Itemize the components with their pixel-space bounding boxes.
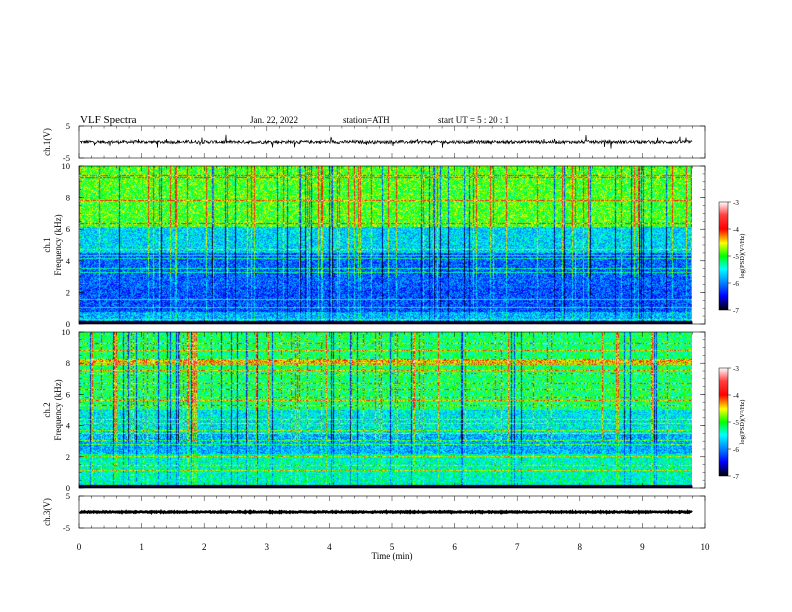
y-tick-label: 10 [62,327,71,337]
colorbar-tick-label: -3 [733,365,739,373]
x-tick-label: 10 [701,542,711,552]
colorbar-tick-label: -7 [733,473,739,481]
colorbar-tick-label: -6 [733,446,739,454]
x-tick-label: 8 [578,542,583,552]
date-label: Jan. 22, 2022 [250,115,298,125]
x-tick-label: 5 [390,542,395,552]
ch3-waveform-panel: 5 -5 ch.3(V) [42,491,706,533]
ch1-spectrogram-colorbar [718,201,729,311]
y-tick-label: 4 [66,256,71,266]
y-tick-label: 0 [66,483,70,493]
x-tick-label: 1 [139,542,144,552]
ch1-waveform-trace [79,134,693,149]
y-tick-label: 2 [66,452,70,462]
x-tick-label: 7 [515,542,520,552]
y-tick-label: 5 [66,491,70,501]
ch2-spectrogram-image [79,332,692,488]
colorbar-tick-label: -4 [733,226,739,234]
colorbar-tick-label: -6 [733,280,739,288]
y-tick-label: 8 [66,358,70,368]
start-time-label: start UT = 5 : 20 : 1 [438,115,509,125]
colorbar-tick-label: -3 [733,199,739,207]
ch1-spectrogram-image [79,166,692,324]
y-tick-label: 6 [66,224,70,234]
y-tick-label: 6 [66,389,70,399]
y-axis-label: ch.3(V) [42,498,52,526]
y-tick-label: 0 [66,319,70,329]
ch3-waveform-trace [78,508,693,516]
y-tick-label: 10 [62,161,71,171]
ch2-spectrogram-panel: -3 -4 -5 -6 -7 log(PSD)(V²/Hz) 0 2 4 6 8 10 ch.2 Freq… [42,327,746,493]
y-axis-label: Frequency (kHz) [53,379,63,440]
ch1-waveform-panel: 5 -5 ch.1(V) [42,121,706,163]
colorbar-tick-label: -4 [733,392,739,400]
colorbar-tick-label: -7 [733,307,739,315]
colorbar-label: log(PSD)(V²/Hz) [739,400,746,445]
colorbar-tick-label: -5 [733,419,739,427]
x-tick-label: 9 [640,542,645,552]
x-tick-label: 6 [452,542,457,552]
y-tick-label: 4 [66,421,71,431]
y-axis-label: ch.1(V) [42,128,52,156]
colorbar-label: log(PSD)(V²/Hz) [739,234,746,279]
x-tick-label: 0 [77,542,82,552]
figure-title: VLF Spectra [80,114,137,126]
ch2-spectrogram-colorbar [718,367,729,477]
x-tick-label: 2 [202,542,207,552]
y-axis-label: Frequency (kHz) [53,214,63,275]
y-axis-label: ch.2 [42,402,52,417]
station-label: station=ATH [343,115,390,125]
ch1-spectrogram-panel: -3 -4 -5 -6 -7 log(PSD)(V²/Hz) 0 2 4 6 8 10 ch.1 Freq… [42,161,746,329]
colorbar-tick-label: -5 [733,253,739,261]
y-tick-label: -5 [63,153,70,163]
y-axis-label: ch.1 [42,237,52,252]
x-axis-label: Time (min) [372,551,413,561]
y-tick-label: 2 [66,287,70,297]
y-tick-label: -5 [63,523,70,533]
x-tick-label: 3 [265,542,270,552]
y-tick-label: 5 [66,121,70,131]
y-tick-label: 8 [66,193,70,203]
x-tick-label: 4 [327,542,332,552]
